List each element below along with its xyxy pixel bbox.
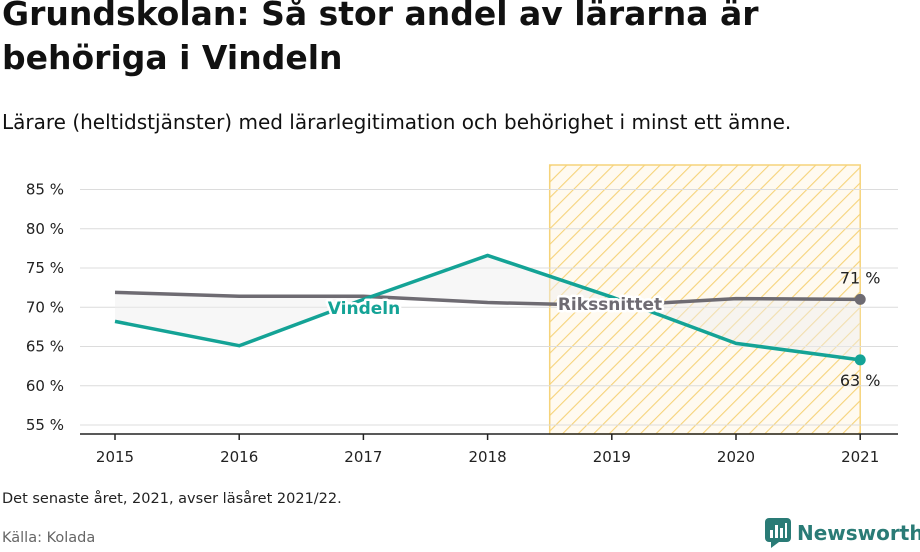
end-point-vindeln [854, 354, 866, 366]
series-label-vindeln: Vindeln [328, 299, 400, 319]
y-tick-label: 85 % [26, 181, 64, 199]
source-credit: Källa: Kolada [2, 530, 96, 546]
line-chart: 55 % 60 % 65 % 70 % 75 % 80 % 85 % 2015 2016 2017… [26, 164, 898, 466]
y-tick-label: 70 % [26, 298, 64, 316]
y-tick-label: 75 % [26, 259, 64, 277]
end-value-label-rikssnittet: 71 % [840, 268, 881, 287]
y-tick-label: 65 % [26, 338, 64, 356]
footnote: Det senaste året, 2021, avser läsåret 20… [2, 491, 342, 507]
x-tick-label: 2018 [469, 448, 507, 466]
series-label-rikssnittet-halo: Rikssnittet [558, 295, 662, 315]
x-tick-label: 2016 [220, 448, 258, 466]
series-line-vindeln [114, 253, 861, 362]
x-tick-label: 2020 [717, 448, 755, 466]
end-point-rikssnittet [854, 293, 866, 305]
logo-text: Newsworthy [797, 521, 920, 545]
y-tick-label: 80 % [26, 220, 64, 238]
series-label-rikssnittet: Rikssnittet [558, 295, 662, 315]
newsworthy-logo-icon [765, 518, 791, 548]
x-tick-label: 2015 [96, 448, 134, 466]
x-tick-label: 2021 [841, 448, 879, 466]
chart-subtitle: Lärare (heltidstjänster) med lärarlegiti… [2, 110, 792, 134]
y-tick-label: 60 % [26, 377, 64, 395]
y-tick-label: 55 % [26, 416, 64, 434]
x-tick-label: 2017 [344, 448, 382, 466]
end-value-label-vindeln: 63 % [840, 371, 881, 390]
x-tick-label: 2019 [593, 448, 631, 466]
chart-title: Grundskolan: Så stor andel av lärarna är… [2, 0, 759, 77]
series-label-vindeln-halo: Vindeln [328, 299, 400, 319]
series-line-rikssnittet [114, 290, 861, 308]
newsworthy-logo: Newsworthy [765, 518, 920, 548]
